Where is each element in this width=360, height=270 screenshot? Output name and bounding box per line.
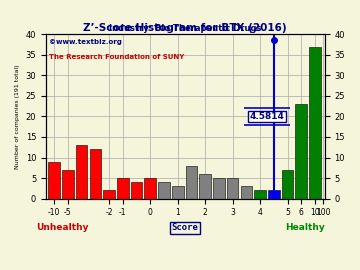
Text: Score: Score: [172, 223, 199, 232]
Title: Z’-Score Histogram for BTX (2016): Z’-Score Histogram for BTX (2016): [84, 23, 287, 33]
Bar: [240, 186, 252, 199]
Text: Industry: Bio Therapeutic Drugs: Industry: Bio Therapeutic Drugs: [109, 23, 261, 32]
Bar: [254, 190, 266, 199]
Bar: [48, 162, 60, 199]
Bar: [144, 178, 156, 199]
Bar: [158, 182, 170, 199]
Bar: [227, 178, 238, 199]
Bar: [90, 149, 101, 199]
Y-axis label: Number of companies (191 total): Number of companies (191 total): [15, 64, 20, 169]
Bar: [76, 145, 87, 199]
Text: 4.5814: 4.5814: [249, 112, 284, 121]
Text: Healthy: Healthy: [285, 223, 325, 232]
Bar: [131, 182, 142, 199]
Bar: [186, 166, 197, 199]
Bar: [199, 174, 211, 199]
Text: The Research Foundation of SUNY: The Research Foundation of SUNY: [49, 54, 184, 60]
Text: ©www.textbiz.org: ©www.textbiz.org: [49, 39, 122, 45]
Bar: [62, 170, 74, 199]
Bar: [103, 190, 115, 199]
Bar: [172, 186, 184, 199]
Bar: [213, 178, 225, 199]
Bar: [282, 170, 293, 199]
Bar: [268, 190, 280, 199]
Bar: [117, 178, 129, 199]
Bar: [296, 104, 307, 199]
Bar: [309, 46, 321, 199]
Text: Unhealthy: Unhealthy: [36, 223, 89, 232]
